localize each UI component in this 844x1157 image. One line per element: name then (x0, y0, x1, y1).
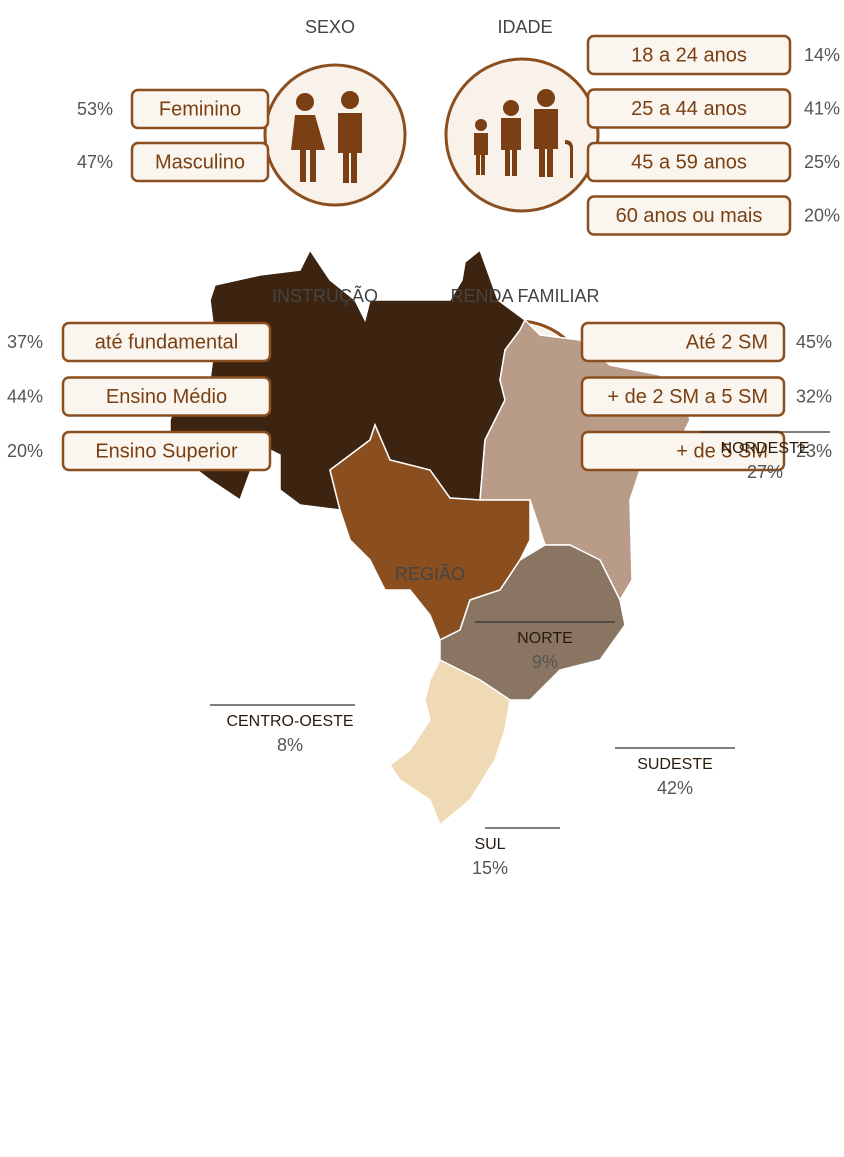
pill-label: + de 5 SM (676, 440, 768, 462)
pill (586, 34, 792, 76)
sexo-icon (291, 91, 362, 183)
region-name: SUL (474, 836, 505, 853)
pill-label: até fundamental (95, 331, 238, 353)
percent: 44% (7, 386, 43, 406)
pill (580, 430, 786, 472)
percent: 41% (804, 98, 840, 118)
region-sul (388, 658, 511, 827)
pill (586, 141, 792, 183)
pill (61, 430, 272, 472)
regiao-title: REGIÃO (395, 563, 465, 584)
pill-label: Até 2 SM (686, 331, 768, 353)
percent: 20% (7, 441, 43, 461)
region-value: 9% (532, 652, 558, 672)
region-value: 27% (747, 462, 783, 482)
sexo-circle (263, 63, 407, 207)
pill-label: + de 2 SM a 5 SM (607, 386, 768, 408)
pill (130, 141, 270, 183)
idade-title: IDADE (497, 17, 552, 37)
percent: 45% (796, 332, 832, 352)
pill (61, 321, 272, 363)
percent: 23% (796, 441, 832, 461)
renda-title: RENDA FAMILIAR (450, 286, 599, 306)
sexo-title: SEXO (305, 17, 355, 37)
region-name: NORTE (517, 630, 573, 647)
pill-label: 25 a 44 anos (631, 98, 747, 120)
pill-label: Masculino (155, 151, 245, 173)
pill (580, 376, 786, 417)
percent: 47% (77, 152, 113, 172)
pill (586, 195, 792, 236)
region-name: NORDESTE (721, 440, 810, 457)
pill (580, 321, 786, 363)
pill-label: Ensino Superior (95, 440, 238, 462)
pill-label: 18 a 24 anos (631, 44, 747, 66)
idade-icon (474, 89, 573, 178)
region-name: CENTRO-OESTE (226, 713, 353, 730)
instrucao-title: INSTRUÇÃO (272, 285, 378, 306)
region-value: 8% (277, 735, 303, 755)
pill (61, 376, 272, 417)
pill (130, 88, 270, 130)
percent: 14% (804, 45, 840, 65)
percent: 53% (77, 99, 113, 119)
pill-label: Ensino Médio (106, 386, 227, 408)
region-name: SUDESTE (637, 756, 713, 773)
pill-label: 45 a 59 anos (631, 151, 747, 173)
region-value: 42% (657, 778, 693, 798)
percent: 25% (804, 152, 840, 172)
pill (586, 88, 792, 129)
pill-label: Feminino (159, 98, 241, 120)
percent: 20% (804, 205, 840, 225)
percent: 37% (7, 332, 43, 352)
percent: 32% (796, 386, 832, 406)
idade-circle (444, 57, 600, 213)
region-value: 15% (472, 858, 508, 878)
pill-label: 60 anos ou mais (616, 205, 763, 227)
